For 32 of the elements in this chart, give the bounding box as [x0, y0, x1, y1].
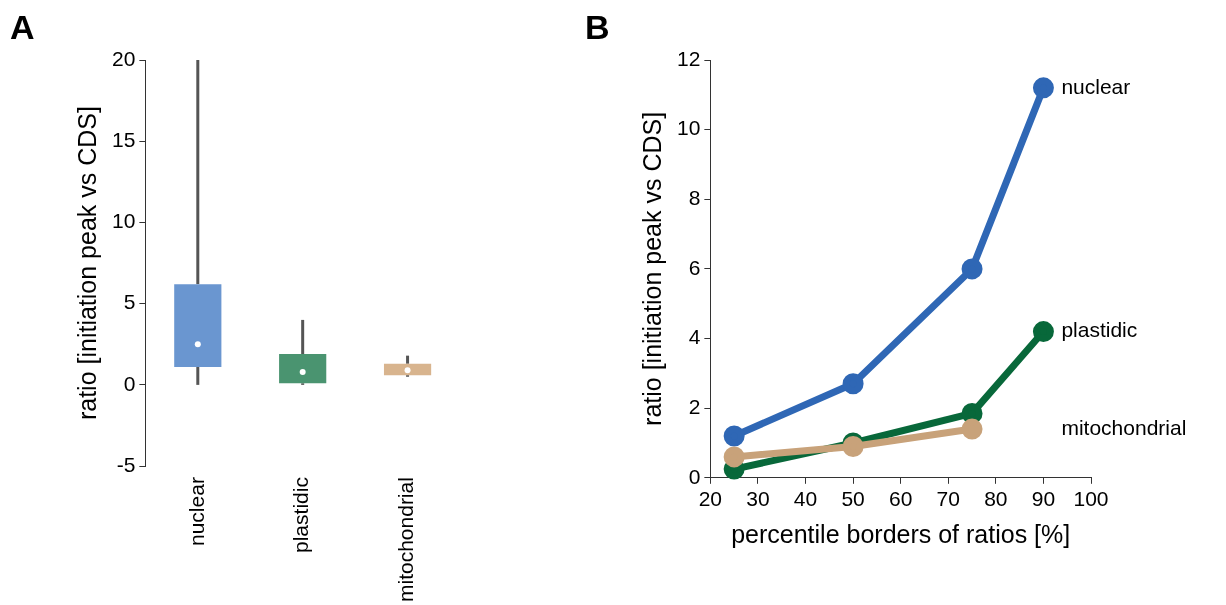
series-label: nuclear — [1061, 74, 1131, 98]
y-tick-label: 5 — [123, 290, 136, 314]
y-tick-label: 15 — [112, 128, 136, 152]
chart-title: B — [585, 8, 610, 47]
y-tick-label: 20 — [112, 46, 136, 70]
y-tick-label: 10 — [677, 116, 701, 140]
y-tick-label: 8 — [688, 186, 701, 210]
y-axis-title: ratio [initiation peak vs CDS] — [637, 111, 666, 426]
x-tick-label: 80 — [984, 487, 1008, 511]
series-label: plastidic — [1061, 318, 1138, 342]
y-axis-title: ratio [initiation peak vs CDS] — [72, 106, 101, 421]
x-tick-label: 30 — [746, 487, 770, 511]
x-axis-title: percentile borders of ratios [%] — [731, 519, 1071, 548]
y-tick-label: 12 — [677, 46, 701, 70]
chart-title: A — [10, 8, 35, 47]
x-tick-label: 70 — [936, 487, 960, 511]
y-tick-label: 10 — [112, 209, 136, 233]
y-tick-label: 4 — [688, 325, 701, 349]
x-tick-label: 40 — [793, 487, 818, 511]
y-tick-label: 0 — [123, 371, 136, 395]
x-tick-label: mitochondrial — [394, 477, 418, 603]
text: mitochondrial — [1061, 415, 1187, 439]
x-tick-label: plastidic — [289, 477, 313, 553]
x-tick-label: 100 — [1073, 487, 1109, 511]
x-tick-label: 60 — [889, 487, 913, 511]
y-tick-label: -5 — [116, 452, 136, 476]
x-tick-label: 50 — [841, 487, 865, 511]
y-tick-label: 0 — [688, 464, 701, 488]
y-tick-label: 6 — [688, 255, 701, 279]
x-tick-label: 90 — [1031, 487, 1056, 511]
y-tick-label: 2 — [688, 394, 701, 418]
x-tick-label: nuclear — [184, 477, 208, 546]
